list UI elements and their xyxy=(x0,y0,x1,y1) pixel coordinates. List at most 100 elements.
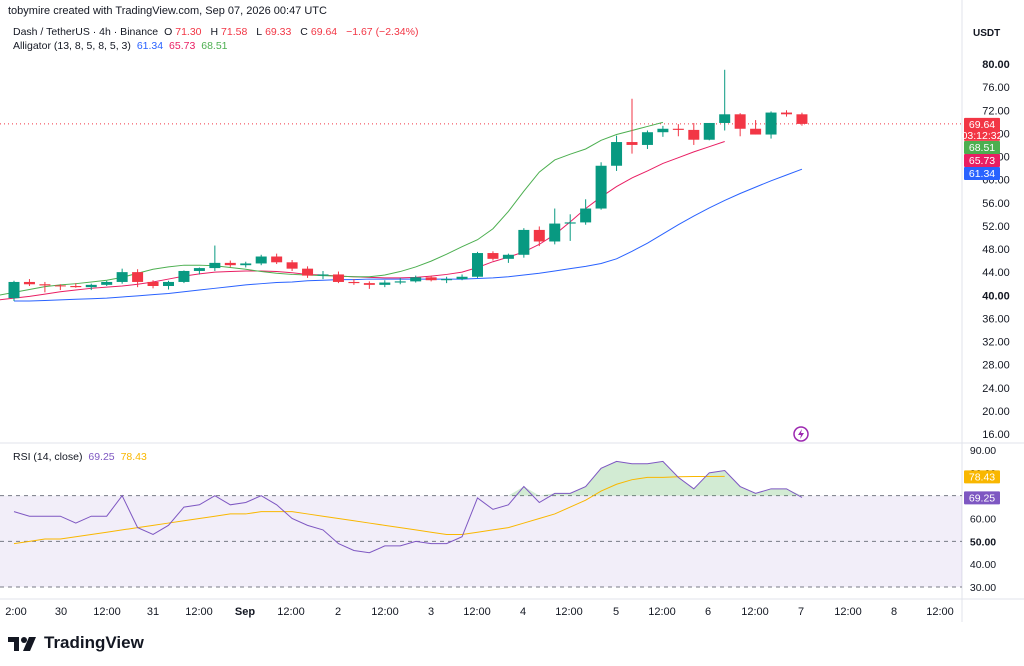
candle-body xyxy=(255,256,267,264)
price-tick-label: 24.00 xyxy=(982,383,1010,395)
candle[interactable] xyxy=(688,122,700,145)
candle[interactable] xyxy=(224,260,236,267)
last-price-badge-bg xyxy=(964,117,1000,141)
candle[interactable] xyxy=(286,259,298,271)
price-tick-label: 40.00 xyxy=(982,290,1010,302)
candle-body xyxy=(8,281,20,299)
time-tick-label: Sep xyxy=(235,606,255,618)
candle[interactable] xyxy=(70,283,82,288)
teeth-badge-bg xyxy=(964,154,1000,167)
candle-body xyxy=(147,281,159,286)
candle[interactable] xyxy=(348,279,360,285)
candle-body xyxy=(549,223,561,242)
candle-body xyxy=(178,270,190,282)
price-tick-label: 20.00 xyxy=(982,406,1010,418)
candle[interactable] xyxy=(101,280,113,286)
candle-body xyxy=(703,122,715,140)
time-tick-label: 12:00 xyxy=(93,606,121,618)
candle[interactable] xyxy=(580,199,592,225)
alligator-jaw-line xyxy=(14,168,803,302)
candle[interactable] xyxy=(271,253,283,265)
candle[interactable] xyxy=(54,284,66,291)
candle[interactable] xyxy=(533,226,545,247)
candle[interactable] xyxy=(379,280,391,288)
candle[interactable] xyxy=(363,281,375,289)
symbol-label[interactable]: Dash / TetherUS · 4h · Binance xyxy=(13,26,159,38)
candle[interactable] xyxy=(672,124,684,137)
candle[interactable] xyxy=(487,251,499,261)
candle[interactable] xyxy=(116,268,128,284)
candle[interactable] xyxy=(163,280,174,290)
lips-badge-text: 68.51 xyxy=(969,142,995,154)
candle[interactable] xyxy=(410,275,422,283)
candle[interactable] xyxy=(425,275,437,282)
candle[interactable] xyxy=(240,261,252,268)
candle[interactable] xyxy=(132,269,144,288)
candle-body xyxy=(302,268,314,276)
candle-body xyxy=(502,254,514,259)
candle[interactable] xyxy=(781,110,792,117)
candle[interactable] xyxy=(209,245,221,271)
candle-body xyxy=(348,281,360,284)
alligator-label[interactable]: Alligator (13, 8, 5, 8, 5, 3) xyxy=(13,40,131,52)
candle[interactable] xyxy=(255,254,267,266)
candle[interactable] xyxy=(703,122,715,141)
candle[interactable] xyxy=(23,279,35,286)
candle-body xyxy=(116,272,128,282)
candle[interactable] xyxy=(734,113,746,137)
candle-body xyxy=(101,281,113,285)
candle-body xyxy=(70,286,82,288)
candle-body xyxy=(533,229,545,242)
candle-body xyxy=(456,276,468,280)
tradingview-logo[interactable]: TradingView xyxy=(8,633,144,653)
candle[interactable] xyxy=(332,271,344,284)
candle[interactable] xyxy=(641,130,653,149)
candle[interactable] xyxy=(456,274,468,281)
candle[interactable] xyxy=(502,253,514,263)
candle[interactable] xyxy=(611,135,623,171)
time-tick-label: 2 xyxy=(335,606,341,618)
candle[interactable] xyxy=(549,208,561,245)
time-tick-label: 5 xyxy=(613,606,619,618)
candle[interactable] xyxy=(39,281,51,293)
rsi-overbought-fill xyxy=(14,461,802,496)
candle[interactable] xyxy=(564,214,576,241)
candle-body xyxy=(441,279,453,281)
candle[interactable] xyxy=(317,270,329,280)
candle[interactable] xyxy=(518,228,530,258)
brand-name: TradingView xyxy=(44,633,144,652)
candle[interactable] xyxy=(626,98,638,154)
lightning-icon[interactable] xyxy=(793,426,809,442)
rsi-label[interactable]: RSI (14, close) xyxy=(13,451,83,463)
candle[interactable] xyxy=(441,276,453,284)
price-tick-label: 80.00 xyxy=(982,59,1010,71)
candle[interactable] xyxy=(193,267,205,275)
candle[interactable] xyxy=(657,125,669,137)
candle-body xyxy=(54,285,66,287)
rsi-ma-value: 78.43 xyxy=(120,451,147,463)
time-tick-label: 2:00 xyxy=(5,606,26,618)
time-tick-label: 12:00 xyxy=(277,606,305,618)
candle[interactable] xyxy=(147,280,159,289)
candle[interactable] xyxy=(178,270,190,284)
candle[interactable] xyxy=(472,251,483,278)
teeth-badge-text: 65.73 xyxy=(969,155,995,167)
time-tick-label: 3 xyxy=(428,606,434,618)
time-tick-label: 30 xyxy=(55,606,67,618)
candle[interactable] xyxy=(750,120,762,135)
rsi-ma-line xyxy=(13,475,725,545)
candle[interactable] xyxy=(595,162,607,210)
candle[interactable] xyxy=(719,69,731,131)
candle-body xyxy=(286,262,298,269)
candle[interactable] xyxy=(85,283,97,291)
candle[interactable] xyxy=(302,266,314,278)
price-tick-label: 76.00 xyxy=(982,82,1010,94)
rsi-tick-label: 30.00 xyxy=(970,582,996,594)
candle-body xyxy=(688,129,700,140)
candle[interactable] xyxy=(394,277,406,285)
candle[interactable] xyxy=(8,280,20,302)
currency-label[interactable]: USDT xyxy=(973,28,1001,39)
candle[interactable] xyxy=(796,112,808,126)
candle[interactable] xyxy=(765,111,777,139)
